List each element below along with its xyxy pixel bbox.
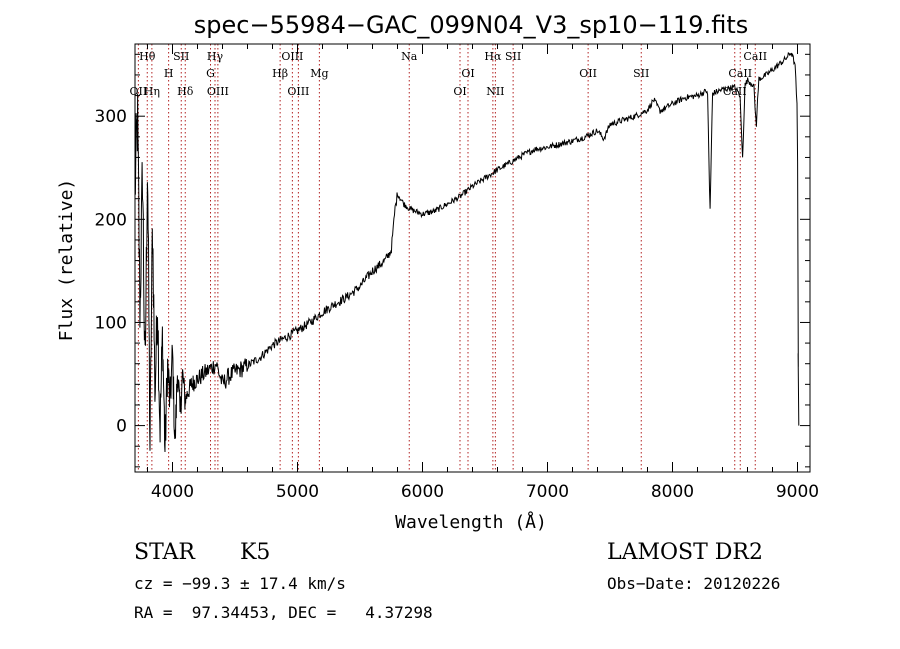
line-label: OIII bbox=[281, 50, 303, 63]
x-axis-label: Wavelength (Å) bbox=[395, 511, 547, 533]
spectrum-line bbox=[134, 52, 800, 453]
x-tick-label: 4000 bbox=[151, 482, 194, 502]
survey-name: LAMOST DR2 bbox=[607, 540, 763, 565]
x-tick-label: 9000 bbox=[776, 482, 819, 502]
y-tick-label: 100 bbox=[95, 313, 127, 333]
y-tick-label: 300 bbox=[95, 107, 127, 127]
line-label: Mg bbox=[310, 67, 328, 80]
line-label: Hα bbox=[484, 50, 502, 63]
line-label: OII bbox=[579, 67, 597, 80]
obs-date: Obs−Date: 20120226 bbox=[607, 574, 781, 593]
x-tick-label: 5000 bbox=[276, 482, 319, 502]
y-axis-label: Flux (relative) bbox=[56, 179, 77, 342]
line-labels: HθOIIHηSIIHHδHγGOIIIOIIIHβOIIIMgNaOIOIHα… bbox=[130, 50, 768, 98]
line-label: SII bbox=[505, 50, 521, 63]
plot-frame bbox=[134, 43, 811, 473]
line-label: OIII bbox=[287, 85, 309, 98]
line-label: NII bbox=[486, 85, 504, 98]
line-label: OI bbox=[453, 85, 466, 98]
line-markers bbox=[137, 44, 756, 472]
object-class: STAR bbox=[134, 540, 195, 565]
line-label: Hη bbox=[144, 85, 160, 98]
object-subclass: K5 bbox=[240, 540, 271, 565]
line-label: H bbox=[164, 67, 174, 80]
line-label: SII bbox=[173, 50, 189, 63]
redshift-info: cz = −99.3 ± 17.4 km/s bbox=[134, 574, 346, 593]
line-label: Hθ bbox=[139, 50, 156, 63]
x-tick-label: 7000 bbox=[526, 482, 569, 502]
line-label: Hδ bbox=[177, 85, 194, 98]
line-label: Hβ bbox=[272, 67, 288, 80]
line-label: OI bbox=[461, 67, 474, 80]
line-label: G bbox=[206, 67, 215, 80]
line-label: CaII bbox=[743, 50, 767, 63]
line-label: SII bbox=[633, 67, 649, 80]
line-label: Hγ bbox=[207, 50, 224, 63]
line-label: Na bbox=[401, 50, 418, 63]
x-tick-label: 6000 bbox=[401, 482, 444, 502]
x-tick-label: 8000 bbox=[651, 482, 694, 502]
coordinates: RA = 97.34453, DEC = 4.37298 bbox=[134, 603, 433, 622]
y-tick-label: 200 bbox=[95, 210, 127, 230]
axis-ticks: 4000 5000 6000 7000 8000 9000 0 100 200 300 bbox=[95, 44, 819, 502]
y-tick-label: 0 bbox=[116, 417, 127, 437]
line-label: CaII bbox=[728, 67, 752, 80]
line-label: OIII bbox=[207, 85, 229, 98]
line-label: OII bbox=[130, 85, 148, 98]
chart-title: spec−55984−GAC_099N04_V3_sp10−119.fits bbox=[194, 11, 748, 39]
